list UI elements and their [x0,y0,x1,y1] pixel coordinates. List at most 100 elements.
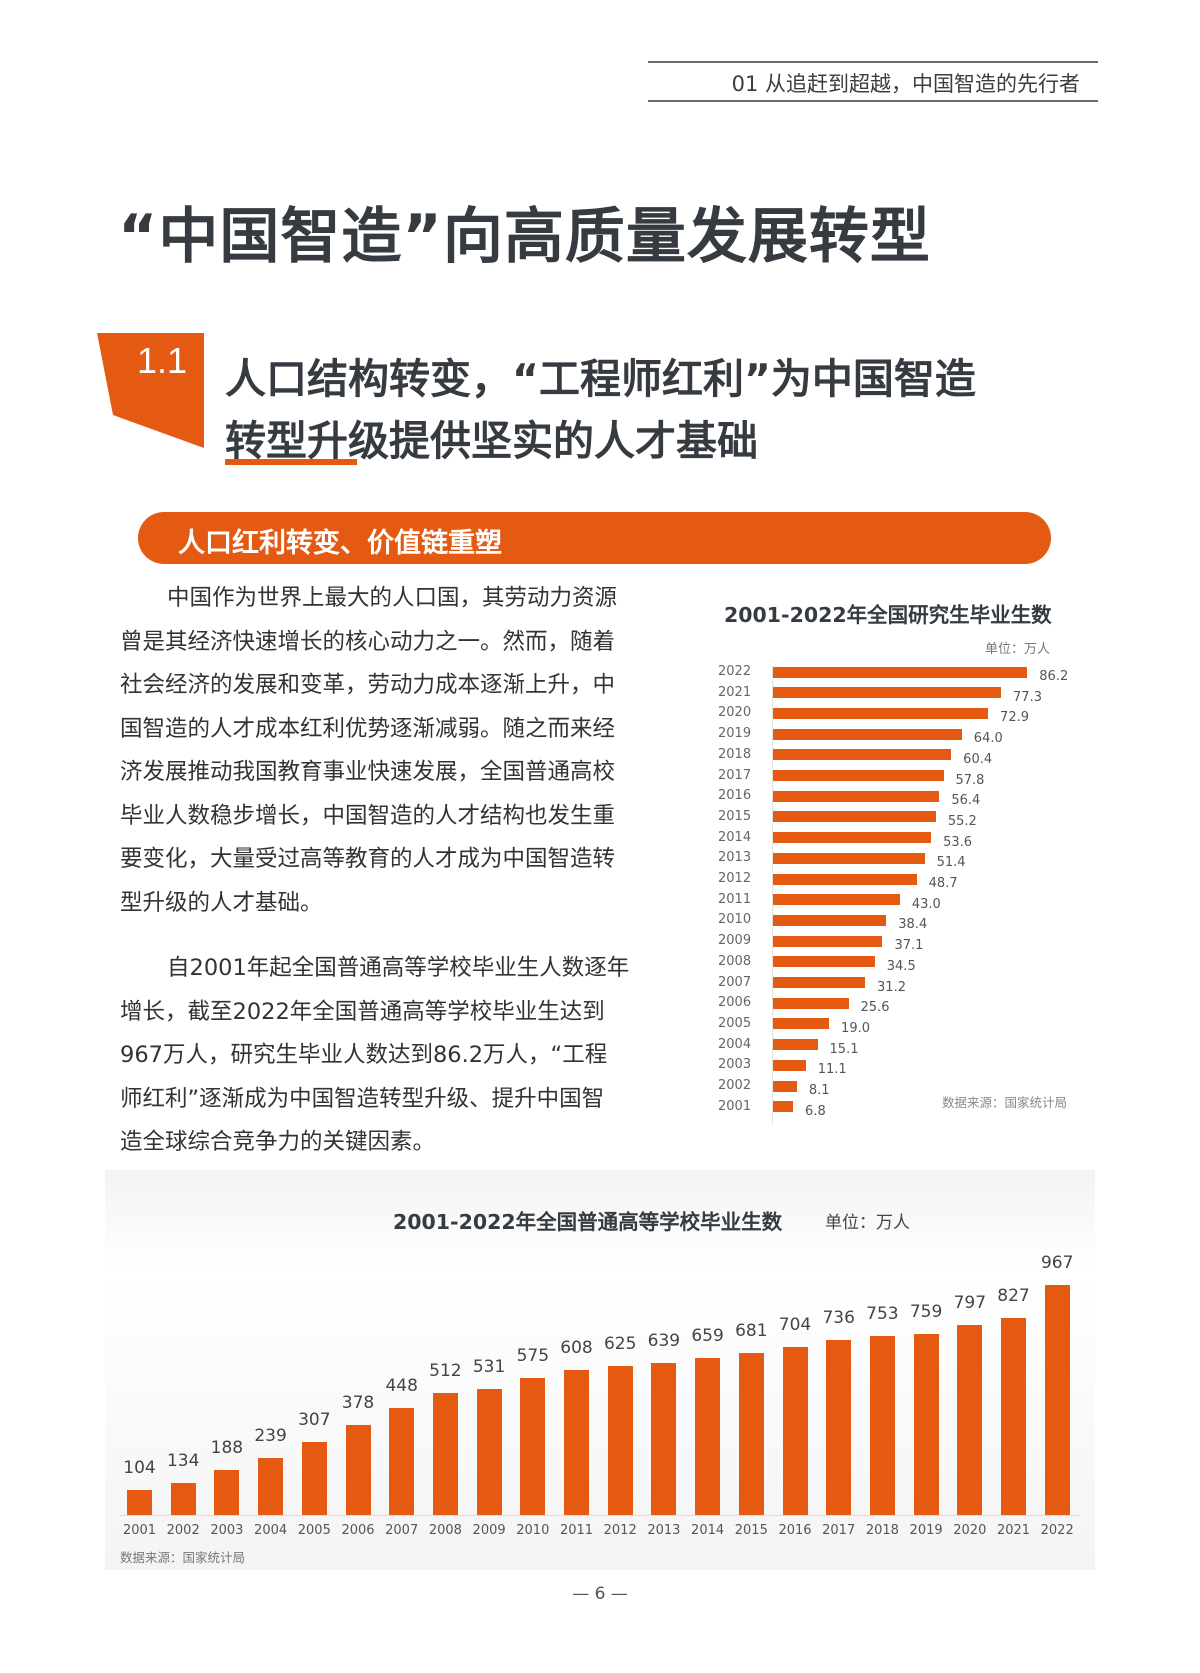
chart-bar [782,1347,808,1515]
chart-value-label: 6.8 [805,1103,826,1119]
chart-bar [773,749,952,761]
chart-bar [564,1370,589,1515]
chart-category-label: 2007 [718,974,752,990]
paragraph-line: 中国作为世界上最大的人口国，其劳动力资源 [167,585,618,611]
paragraph-line: 毕业人数稳步增长，中国智造的人才结构也发生重 [120,802,616,829]
subsection-banner-label: 人口红利转变、价值链重塑 [178,528,502,559]
chart-value-label: 55.2 [947,813,977,829]
chart-value-label: 31.2 [877,979,906,995]
chart-value-label: 659 [691,1326,724,1347]
chart-value-label: 608 [560,1338,593,1359]
chart-category-label: 2017 [822,1523,856,1538]
chart-value-label: 239 [254,1426,287,1447]
chart-value-label: 736 [822,1307,855,1328]
chart-bar [773,666,1028,678]
chart-category-label: 2009 [718,933,752,949]
chart-bar [773,728,962,740]
chart-category-label: 2010 [516,1523,550,1538]
page-title: “中国智造”向高质量发展转型 [118,202,931,272]
chart-category-label: 2004 [254,1523,288,1538]
chart-category-label: 2020 [953,1523,987,1538]
chart-value-label: 51.4 [936,855,966,871]
chart-bar [345,1425,371,1515]
paragraph-line: 造全球综合竞争力的关键因素。 [120,1129,436,1155]
chart-value-label: 512 [429,1361,462,1382]
chart-bar [695,1358,721,1515]
chart-bar [773,1059,806,1071]
chart-category-label: 2004 [718,1036,752,1052]
chart-category-label: 2019 [909,1523,943,1538]
paragraph-line: 曾是其经济快速增长的核心动力之一。然而，随着 [120,628,616,655]
chart-bar [773,977,866,988]
chart-category-label: 2014 [718,829,752,845]
body-paragraph-2: 自2001年起全国普通高等学校毕业生人数逐年 增长，截至2022年全国普通高等学… [120,947,676,1165]
chart-value-label: 11.1 [817,1062,847,1078]
chart-category-label: 2006 [718,995,752,1011]
chart-category-label: 2019 [718,726,752,742]
chart-category-label: 2002 [718,1078,752,1093]
chart-value-label: 19.0 [841,1020,870,1036]
chart-value-label: 639 [647,1330,681,1351]
chart-category-label: 2013 [718,850,752,866]
chart-value-label: 704 [778,1315,812,1336]
chart-value-label: 378 [341,1393,375,1414]
chart-bar [869,1335,895,1515]
chart-bar [773,873,917,885]
chart-bar [773,1101,794,1113]
chart-category-label: 2016 [778,1523,812,1538]
chart-bar [957,1325,983,1515]
chart-value-label: 681 [735,1320,768,1341]
chart-category-label: 2009 [472,1523,506,1538]
paragraph-line: 967万人，研究生毕业人数达到86.2万人，“工程 [120,1042,608,1068]
chart-bar [773,832,932,844]
chart-title: 2001-2022年全国研究生毕业生数 [724,603,1052,627]
chart-category-label: 2011 [718,891,752,907]
chart-bar [389,1408,415,1515]
chart-bar [773,1039,818,1051]
chart-value-label: 575 [516,1346,550,1367]
chart-value-label: 38.4 [898,917,928,933]
chart-bar [773,1080,797,1092]
chart-bar [476,1388,502,1515]
chart-value-label: 53.6 [943,834,973,850]
chart-value-label: 60.4 [963,751,993,767]
chart-value-label: 104 [123,1458,156,1479]
chart-bar [738,1352,764,1515]
chart-bar [607,1366,633,1515]
chart-category-label: 2005 [718,1015,752,1031]
chart-value-label: 43.0 [911,896,941,912]
chart-category-label: 2015 [734,1523,768,1538]
chart-value-label: 34.5 [886,958,916,974]
chart-value-label: 188 [210,1438,244,1459]
paragraph-line: 自2001年起全国普通高等学校毕业生人数逐年 [167,955,630,981]
chart-category-label: 2018 [865,1523,899,1538]
chart-bar [773,935,883,947]
chart-category-label: 2001 [122,1523,157,1538]
chart-category-label: 2022 [1040,1523,1074,1538]
chart-category-label: 2003 [210,1523,244,1538]
chart-category-label: 2008 [718,953,752,969]
chart-value-label: 967 [1040,1252,1074,1273]
chart-value-label: 797 [953,1293,987,1314]
chart-bar [913,1334,939,1515]
paragraph-line: 社会经济的发展和变革，劳动力成本逐渐上升，中 [120,672,616,698]
chart-title: 2001-2022年全国普通高等学校毕业生数 [393,1210,783,1234]
page-number: — 6 — [572,1584,628,1604]
section-heading-line-2: 转型升级提供坚实的人才基础 [225,417,758,465]
chart-category-label: 2012 [603,1523,637,1538]
chart-category-label: 2003 [718,1057,752,1073]
paragraph-line: 增长，截至2022年全国普通高等学校毕业生达到 [120,998,605,1025]
chart-value-label: 48.7 [928,876,958,891]
chart-category-label: 2022 [718,664,752,679]
chart-bar [1044,1284,1070,1515]
chart-source: 数据来源：国家统计局 [942,1095,1068,1110]
chart-category-label: 2014 [691,1523,725,1538]
chart-value-label: 64.0 [973,731,1003,747]
chart-category-label: 2013 [647,1523,681,1538]
chart-value-label: 37.1 [894,938,924,954]
chart-unit-label: 单位：万人 [825,1213,910,1233]
chart-bar [127,1490,152,1515]
chart-bar [170,1483,196,1515]
chart-category-label: 2008 [428,1523,462,1538]
chart-value-label: 15.1 [829,1041,859,1057]
